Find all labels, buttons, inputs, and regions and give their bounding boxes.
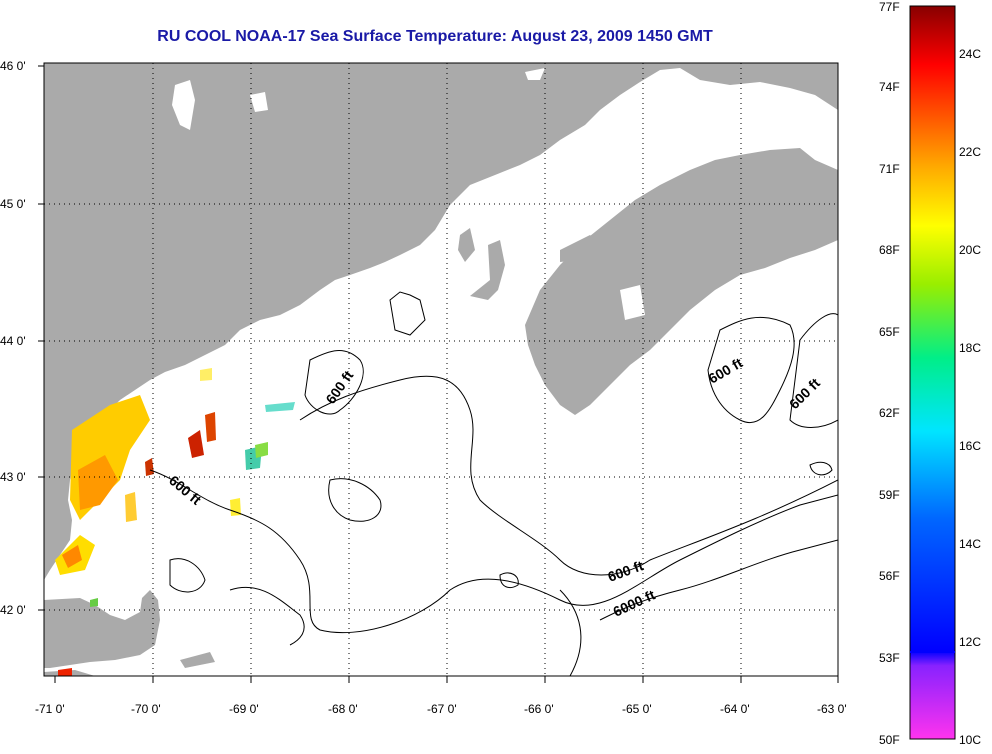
- x-tick-label: -69 0': [229, 702, 259, 716]
- colorbar-c-label: 22C: [959, 145, 982, 159]
- colorbar-c-label: 16C: [959, 439, 982, 453]
- x-tick-label: -63 0': [817, 702, 847, 716]
- colorbar-c-label: 20C: [959, 243, 982, 257]
- depth-contours: [149, 291, 838, 676]
- colorbar-f-label: 56F: [879, 569, 900, 583]
- graticule: [44, 63, 838, 676]
- island: [458, 228, 475, 262]
- island: [180, 652, 215, 668]
- x-tick-label: -64 0': [720, 702, 750, 716]
- lake: [620, 285, 645, 320]
- lake: [172, 80, 195, 130]
- colorbar-c-label: 10C: [959, 733, 982, 747]
- colorbar-f-label: 59F: [879, 488, 900, 502]
- plot-frame: [43, 62, 839, 677]
- colorbar-c-label: 14C: [959, 537, 982, 551]
- y-tick-marks: [38, 65, 44, 611]
- colorbar-f-label: 74F: [879, 80, 900, 94]
- colorbar-c-label: 12C: [959, 635, 982, 649]
- lake: [250, 92, 268, 112]
- x-tick-label: -65 0': [622, 702, 652, 716]
- colorbar-f-label: 77F: [879, 0, 900, 14]
- colorbar-f-label: 53F: [879, 651, 900, 665]
- lake: [525, 68, 545, 80]
- y-tick-label: 45 0': [0, 197, 26, 211]
- y-tick-label: 43 0': [0, 470, 26, 484]
- x-tick-label: -67 0': [427, 702, 457, 716]
- x-tick-label: -66 0': [524, 702, 554, 716]
- colorbar: [909, 5, 956, 740]
- mainland-land: [44, 63, 838, 580]
- cape-cod-land: [44, 590, 160, 668]
- sst-data: [55, 368, 295, 676]
- x-tick-label: -68 0': [328, 702, 358, 716]
- colorbar-c-label: 18C: [959, 341, 982, 355]
- island: [560, 235, 600, 262]
- colorbar-f-label: 65F: [879, 325, 900, 339]
- nova-scotia-land: [525, 148, 838, 415]
- x-tick-label: -71 0': [35, 702, 65, 716]
- x-tick-label: -70 0': [131, 702, 161, 716]
- y-tick-label: 46 0': [0, 59, 26, 73]
- colorbar-c-label: 24C: [959, 47, 982, 61]
- colorbar-f-label: 71F: [879, 162, 900, 176]
- colorbar-f-label: 62F: [879, 406, 900, 420]
- y-tick-label: 42 0': [0, 603, 26, 617]
- map-title: RU COOL NOAA-17 Sea Surface Temperature:…: [157, 28, 713, 45]
- colorbar-f-label: 68F: [879, 243, 900, 257]
- y-tick-label: 44 0': [0, 334, 26, 348]
- colorbar-f-label: 50F: [879, 733, 900, 747]
- x-tick-marks: [54, 676, 839, 683]
- island: [470, 240, 505, 300]
